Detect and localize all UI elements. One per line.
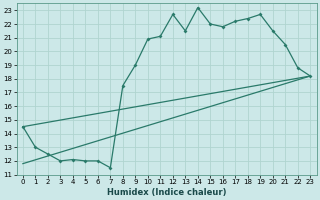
X-axis label: Humidex (Indice chaleur): Humidex (Indice chaleur) xyxy=(107,188,226,197)
